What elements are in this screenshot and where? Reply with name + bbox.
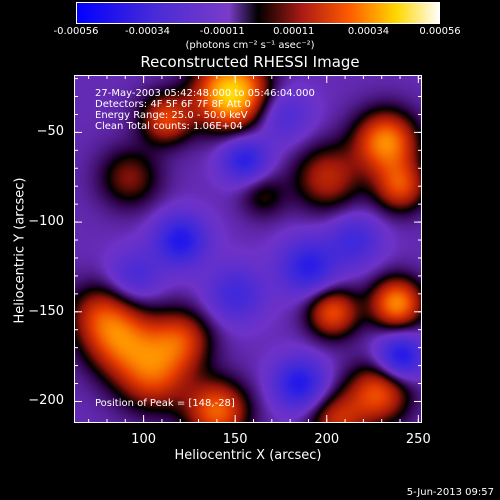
datestamp: 5-Jun-2013 09:57 bbox=[406, 487, 494, 498]
plot-axes bbox=[74, 75, 422, 423]
colorbar bbox=[76, 2, 440, 24]
time-range-annotation: 27-May-2003 05:42:48.000 to 05:46:04.000 bbox=[95, 88, 315, 99]
x-tick-label: 250 bbox=[405, 432, 431, 447]
colorbar-tick-label: -0.00034 bbox=[125, 26, 170, 37]
colorbar-units-label: (photons cm⁻² s⁻¹ asec⁻²) bbox=[185, 40, 315, 51]
x-tick-label: 100 bbox=[131, 432, 157, 447]
colorbar-gradient bbox=[76, 2, 440, 24]
chart-title: Reconstructed RHESSI Image bbox=[140, 53, 360, 71]
energy-range-annotation: Energy Range: 25.0 - 50.0 keV bbox=[95, 110, 248, 121]
y-tick-label: −200 bbox=[28, 393, 64, 409]
y-tick-label: −100 bbox=[28, 214, 64, 230]
clean-counts-annotation: Clean Total counts: 1.06E+04 bbox=[95, 121, 243, 132]
peak-position-annotation: Position of Peak = [148,-28] bbox=[95, 398, 235, 409]
x-tick-label: 200 bbox=[314, 432, 340, 447]
heatmap-image bbox=[74, 75, 422, 423]
y-tick-label: −150 bbox=[28, 303, 64, 319]
detectors-annotation: Detectors: 4F 5F 6F 7F 8F Att 0 bbox=[95, 99, 251, 110]
colorbar-tick-label: -0.00056 bbox=[53, 26, 99, 37]
x-tick-label: 150 bbox=[222, 432, 248, 447]
colorbar-tick-label: -0.00011 bbox=[199, 26, 245, 37]
x-axis-label: Heliocentric X (arcsec) bbox=[174, 448, 322, 463]
y-tick-label: −50 bbox=[36, 124, 64, 140]
plot-frame bbox=[74, 75, 422, 423]
colorbar-tick-label: 0.00034 bbox=[347, 26, 390, 37]
colorbar-tick-label: 0.00056 bbox=[419, 26, 461, 37]
colorbar-frame bbox=[76, 2, 440, 24]
colorbar-tick-label: 0.00011 bbox=[273, 26, 315, 37]
y-axis-label: Heliocentric Y (arcsec) bbox=[12, 177, 28, 324]
